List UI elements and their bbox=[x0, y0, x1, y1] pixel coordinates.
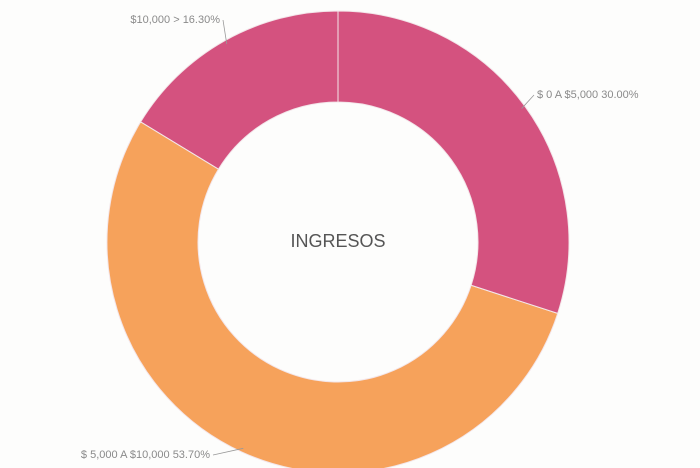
slice-category: $ 5,000 A $10,000 bbox=[81, 449, 170, 461]
chart-title: INGRESOS bbox=[290, 231, 385, 251]
slice-label: $ 0 A $5,000 30.00% bbox=[537, 89, 639, 101]
slice-value: 16.30% bbox=[183, 14, 221, 26]
slice-label: $10,000 > 16.30% bbox=[130, 14, 220, 26]
slice-value: 53.70% bbox=[173, 449, 211, 461]
slice-category: $10,000 > bbox=[130, 14, 179, 26]
leader-line bbox=[521, 94, 535, 109]
donut-slice bbox=[106, 121, 559, 468]
slice-category: $ 0 A $5,000 bbox=[537, 89, 598, 101]
slice-value: 30.00% bbox=[601, 89, 639, 101]
leader-line bbox=[222, 19, 228, 45]
leader-line bbox=[212, 447, 244, 456]
slice-label: $ 5,000 A $10,000 53.70% bbox=[81, 449, 210, 461]
donut-slice bbox=[337, 10, 570, 315]
